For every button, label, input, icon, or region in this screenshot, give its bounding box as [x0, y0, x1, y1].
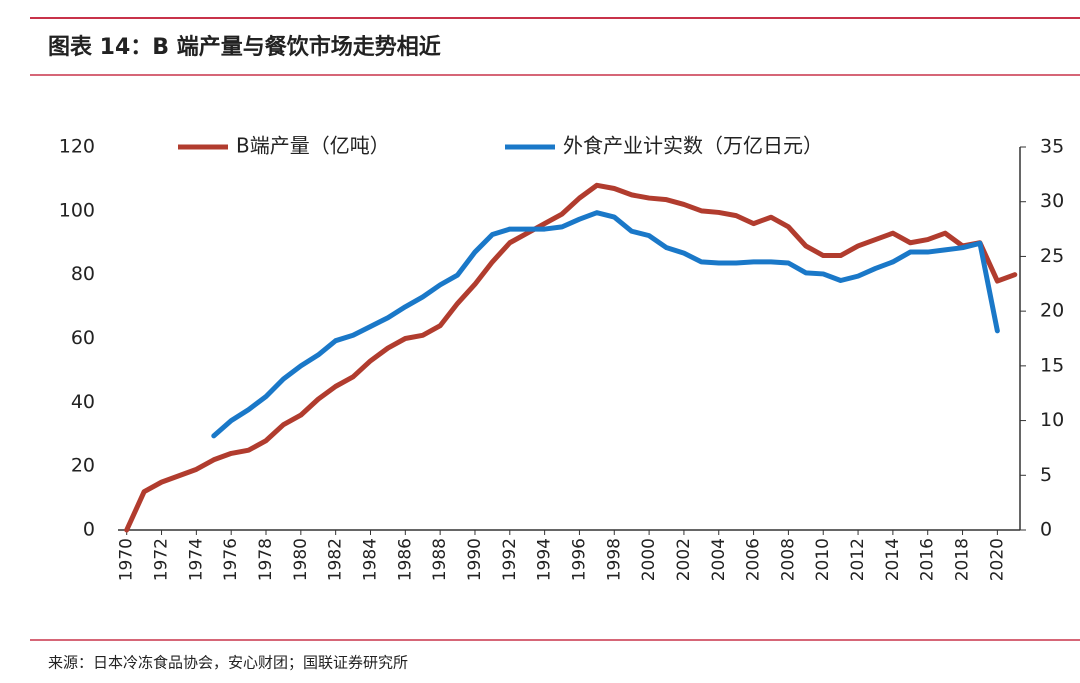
x-tick-label: 2008	[778, 538, 798, 581]
y2-tick-label: 5	[1040, 464, 1052, 486]
x-tick-label: 2016	[918, 538, 938, 581]
y2-tick-label: 10	[1040, 409, 1064, 431]
x-tick-label: 1986	[395, 538, 415, 581]
x-tick-label: 1976	[221, 538, 241, 581]
y2-tick-label: 0	[1040, 519, 1052, 541]
x-tick-label: 2018	[953, 538, 973, 581]
y-tick-label: 20	[71, 455, 95, 477]
y-tick-label: 60	[71, 327, 95, 349]
y-tick-label: 100	[59, 199, 95, 221]
y-tick-label: 120	[59, 136, 95, 158]
y-tick-label: 80	[71, 263, 95, 285]
x-tick-label: 2002	[674, 538, 694, 581]
y2-tick-label: 25	[1040, 245, 1064, 267]
x-tick-label: 2020	[987, 538, 1007, 581]
x-tick-label: 1980	[291, 538, 311, 581]
source: 来源：日本冷冻食品协会，安心财团；国联证券研究所	[48, 654, 408, 672]
x-tick-label: 2004	[709, 538, 729, 581]
series-line	[124, 182, 1018, 533]
y2-tick-label: 30	[1040, 190, 1064, 212]
x-tick-label: 1996	[569, 538, 589, 581]
series-line	[211, 210, 1000, 439]
x-tick-label: 2010	[813, 538, 833, 581]
legend-label: B端产量（亿吨）	[236, 134, 390, 158]
y2-tick-label: 15	[1040, 354, 1064, 376]
x-tick-label: 1982	[326, 538, 346, 581]
y-tick-label: 0	[83, 519, 95, 541]
x-tick-label: 2012	[848, 538, 868, 581]
x-tick-label: 1990	[465, 538, 485, 581]
x-tick-label: 2014	[883, 538, 903, 581]
x-tick-label: 1984	[360, 538, 380, 581]
x-tick-label: 1988	[430, 538, 450, 581]
header-title: 图表 14：B 端产量与餐饮市场走势相近	[48, 34, 441, 60]
legend-label: 外食产业计实数（万亿日元）	[563, 134, 823, 158]
x-tick-label: 1994	[535, 538, 555, 581]
x-tick-label: 2000	[639, 538, 659, 581]
x-tick-label: 1992	[500, 538, 520, 581]
plot: 0 20 40 60 80 100 120 0 5 10 15 20 25 30 35 1970 1972 197…	[59, 134, 1064, 582]
x-tick-label: 1970	[117, 538, 137, 581]
x-tick-label: 1974	[186, 538, 206, 581]
y2-tick-label: 35	[1040, 136, 1064, 158]
x-tick-label: 1998	[604, 538, 624, 581]
y2-tick-label: 20	[1040, 300, 1064, 322]
y-tick-label: 40	[71, 391, 95, 413]
x-tick-label: 1972	[152, 538, 172, 581]
x-tick-label: 1978	[256, 538, 276, 581]
x-tick-label: 2006	[744, 538, 764, 581]
